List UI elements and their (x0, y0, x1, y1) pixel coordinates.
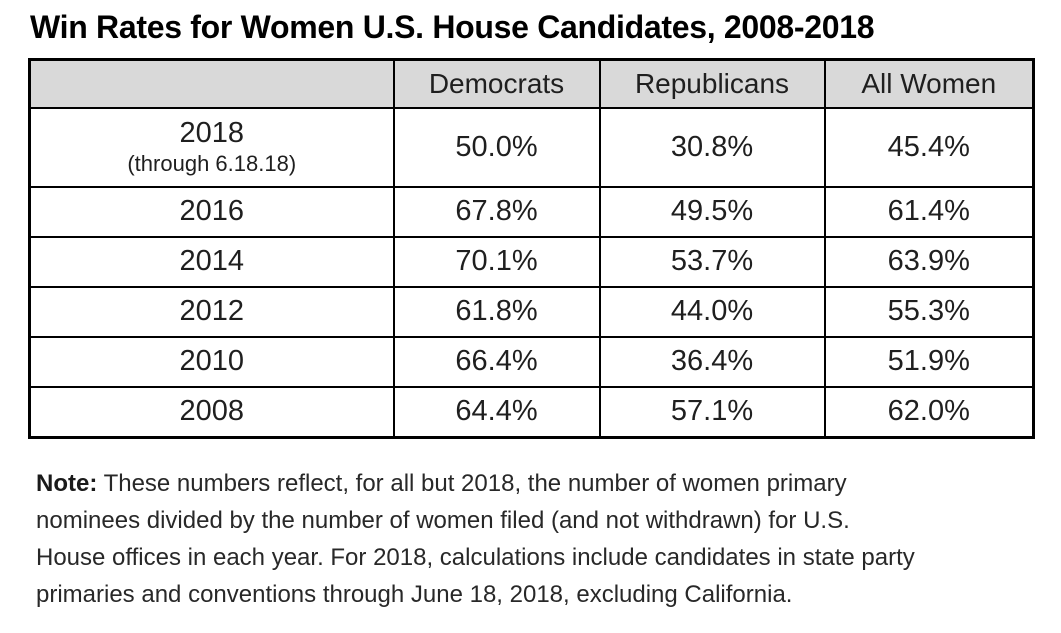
all-women-value: 62.0% (823, 385, 1035, 439)
note-line: primaries and conventions through June 1… (36, 580, 793, 608)
header-cell-all-women: All Women (823, 58, 1035, 109)
republicans-value: 44.0% (598, 285, 826, 338)
democrats-value: 67.8% (392, 185, 601, 238)
table-row-2012: 2012 61.8% 44.0% 55.3% (28, 285, 1035, 338)
note-line: These numbers reflect, for all but 2018,… (103, 469, 847, 497)
note-line: House offices in each year. For 2018, ca… (36, 543, 915, 571)
year-label: 2016 (179, 194, 244, 227)
democrats-value: 64.4% (392, 385, 601, 439)
all-women-value: 63.9% (823, 235, 1035, 288)
note-label: Note: (36, 469, 98, 497)
year-cell: 2010 (28, 335, 395, 388)
page-title: Win Rates for Women U.S. House Candidate… (30, 9, 875, 45)
header-cell-democrats: Democrats (392, 58, 601, 109)
democrats-value: 70.1% (392, 235, 601, 288)
table-row-2010: 2010 66.4% 36.4% 51.9% (28, 335, 1035, 388)
republicans-value: 53.7% (598, 235, 826, 288)
democrats-value: 50.0% (392, 106, 601, 188)
table-row-2008: 2008 64.4% 57.1% 62.0% (28, 385, 1035, 439)
year-label: 2012 (179, 294, 244, 327)
table-note: Note: These numbers reflect, for all but… (36, 465, 1061, 613)
table-row-2018: 2018 (through 6.18.18) 50.0% 30.8% 45.4% (28, 106, 1035, 188)
republicans-value: 57.1% (598, 385, 826, 439)
republicans-value: 36.4% (598, 335, 826, 388)
year-cell: 2018 (through 6.18.18) (28, 106, 395, 188)
year-cell: 2012 (28, 285, 395, 338)
win-rates-table: Democrats Republicans All Women 2018 (th… (28, 57, 1035, 439)
note-line: nominees divided by the number of women … (36, 506, 850, 534)
all-women-value: 61.4% (823, 185, 1035, 238)
header-cell-republicans: Republicans (598, 58, 826, 109)
year-label: 2008 (179, 394, 244, 427)
democrats-value: 61.8% (392, 285, 601, 338)
all-women-value: 51.9% (823, 335, 1035, 388)
table-header-row: Democrats Republicans All Women (28, 58, 1035, 109)
all-women-value: 55.3% (823, 285, 1035, 338)
year-cell: 2014 (28, 235, 395, 288)
year-subnote: (through 6.18.18) (127, 151, 297, 177)
democrats-value: 66.4% (392, 335, 601, 388)
year-cell: 2008 (28, 385, 395, 439)
year-cell: 2016 (28, 185, 395, 238)
year-label: 2018 (179, 116, 244, 149)
year-label: 2010 (179, 344, 244, 377)
all-women-value: 45.4% (823, 106, 1035, 188)
republicans-value: 49.5% (598, 185, 826, 238)
republicans-value: 30.8% (598, 106, 826, 188)
table-row-2014: 2014 70.1% 53.7% 63.9% (28, 235, 1035, 288)
header-cell-empty (28, 58, 395, 109)
table-row-2016: 2016 67.8% 49.5% 61.4% (28, 185, 1035, 238)
year-label: 2014 (179, 244, 244, 277)
